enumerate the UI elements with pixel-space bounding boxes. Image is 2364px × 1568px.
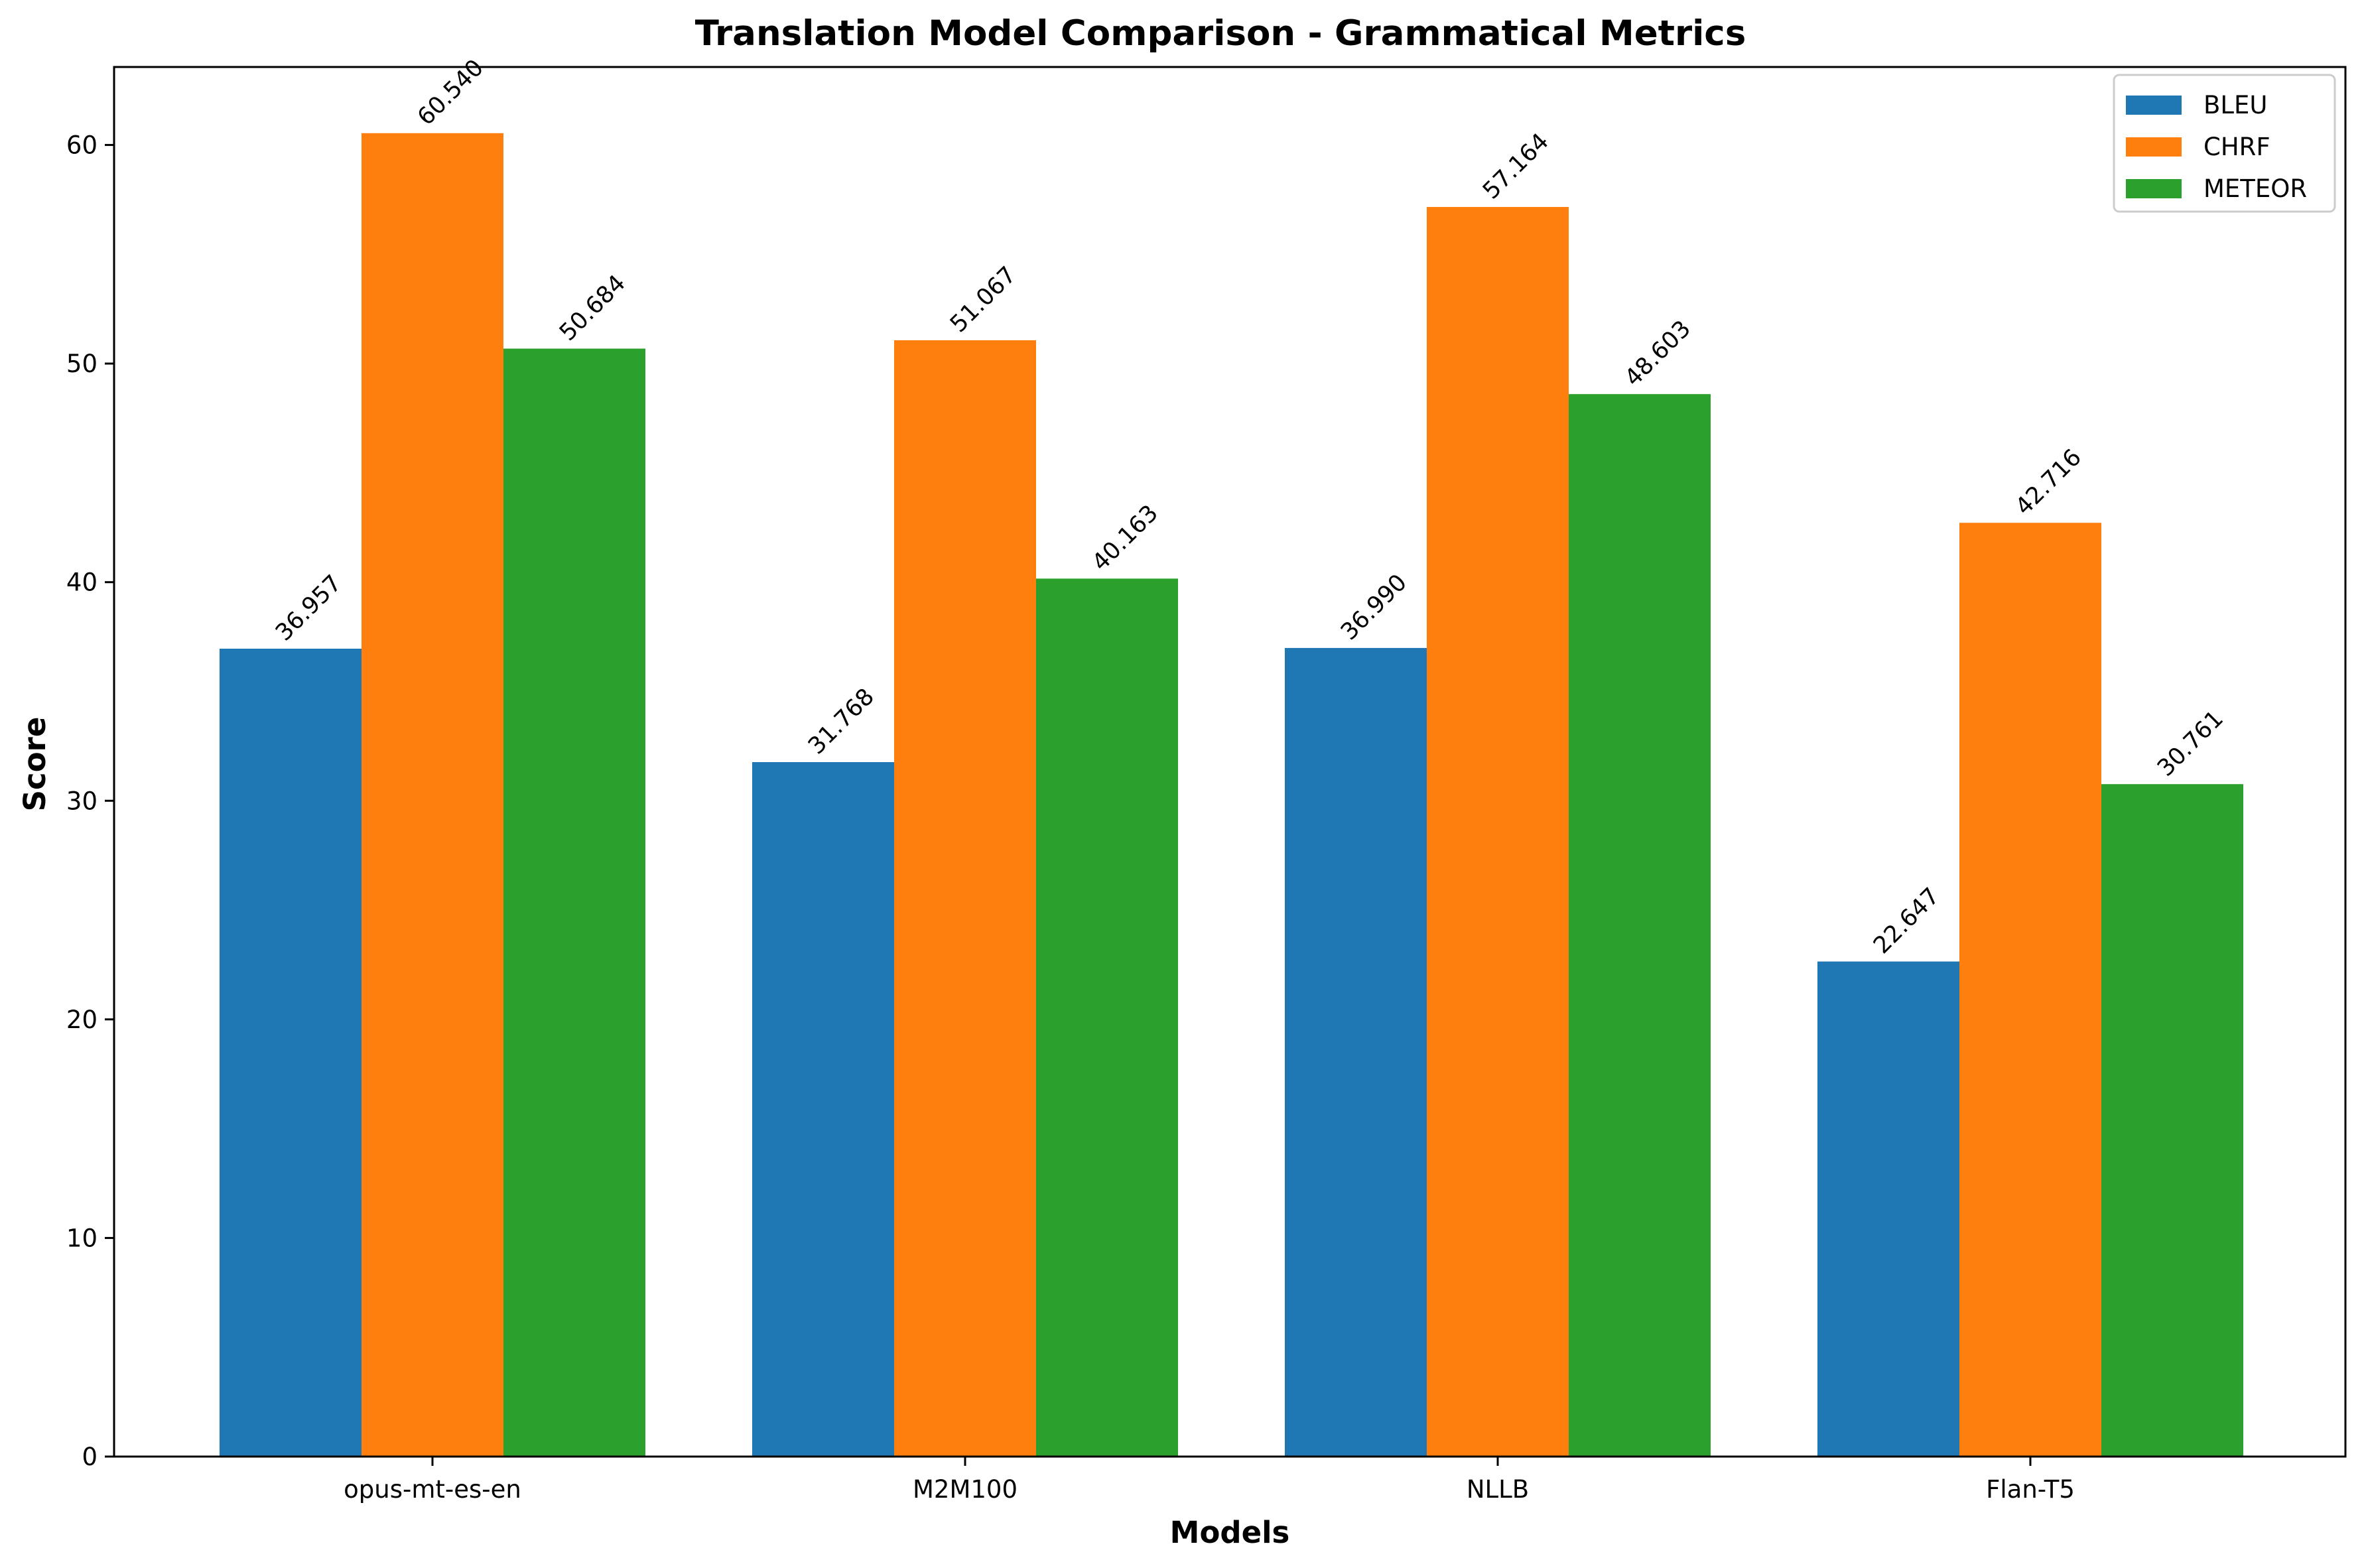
y-tick-label: 0 — [82, 1443, 98, 1471]
legend-items: BLEU CHRF METEOR — [2126, 91, 2307, 203]
legend-swatch-bleu — [2126, 96, 2182, 115]
y-tick-label: 30 — [66, 787, 98, 815]
bar-meteor-3 — [2101, 784, 2243, 1457]
bar-bleu-2 — [1285, 647, 1427, 1457]
legend-label-bleu: BLEU — [2203, 91, 2267, 119]
plot-area-frame — [113, 66, 2347, 1458]
bar-chrf-2 — [1427, 207, 1569, 1457]
bar-chrf-1 — [894, 340, 1036, 1457]
x-tick-label: NLLB — [1467, 1475, 1529, 1504]
legend-swatch-meteor — [2126, 179, 2182, 198]
bar-bleu-1 — [752, 762, 894, 1457]
x-tick-label: Flan-T5 — [1986, 1475, 2075, 1504]
bar-chrf-0 — [361, 133, 503, 1457]
chart-title: Translation Model Comparison - Grammatic… — [695, 13, 1746, 54]
y-axis: 0 10 20 30 40 50 60 — [66, 131, 114, 1471]
bar-bleu-3 — [1817, 961, 1959, 1457]
legend: BLEU CHRF METEOR — [2113, 74, 2336, 213]
bar-chrf-3 — [1959, 523, 2101, 1457]
x-tick-label: opus-mt-es-en — [344, 1475, 521, 1504]
legend-swatch-chrf — [2126, 137, 2182, 157]
bar-meteor-0 — [503, 348, 645, 1457]
bar-meteor-1 — [1036, 578, 1178, 1457]
y-axis-label: Score — [17, 717, 52, 812]
legend-label-chrf: CHRF — [2203, 133, 2270, 161]
y-tick-label: 20 — [66, 1006, 98, 1034]
y-tick-label: 60 — [66, 131, 98, 160]
bar-bleu-0 — [220, 648, 361, 1457]
x-axis: opus-mt-es-en M2M100 NLLB Flan-T5 — [344, 1457, 2075, 1504]
y-tick-label: 40 — [66, 568, 98, 597]
legend-label-meteor: METEOR — [2203, 174, 2307, 203]
y-tick-label: 50 — [66, 350, 98, 378]
bars-layer — [220, 133, 2243, 1457]
bar-meteor-2 — [1569, 394, 1711, 1457]
y-tick-label: 10 — [66, 1224, 98, 1252]
x-tick-label: M2M100 — [913, 1475, 1018, 1504]
x-axis-label: Models — [1170, 1515, 1290, 1550]
